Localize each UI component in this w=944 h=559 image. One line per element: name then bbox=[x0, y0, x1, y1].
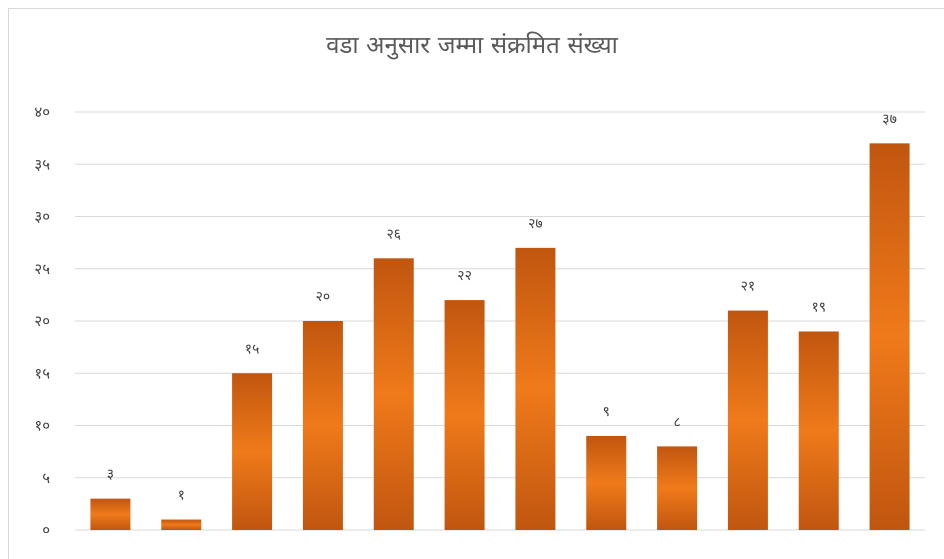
bar-value-label: १५ bbox=[245, 341, 260, 357]
bar-value-label: ३ bbox=[107, 467, 114, 483]
y-tick-label: ० bbox=[42, 521, 50, 539]
bar-value-label: १९ bbox=[811, 299, 826, 315]
bar-value-label: ३७ bbox=[882, 111, 897, 127]
bar bbox=[161, 519, 202, 530]
bar-value-label: ९ bbox=[603, 404, 610, 420]
chart-title: वडा अनुसार जम्मा संक्रमित संख्या bbox=[326, 31, 618, 59]
bar-value-label: २१ bbox=[741, 279, 756, 295]
bar-value-label: २० bbox=[316, 289, 331, 305]
bar bbox=[869, 143, 910, 530]
gridlines bbox=[75, 111, 925, 531]
data-labels: ३ १ १५ २० २६ २२ २७ ९ ८ २१ १९ ३७ bbox=[107, 111, 897, 503]
bar bbox=[657, 446, 698, 530]
y-tick-label: १५ bbox=[34, 364, 50, 382]
bar bbox=[727, 310, 768, 530]
y-tick-label: ३५ bbox=[34, 155, 50, 173]
bar bbox=[586, 435, 627, 530]
bar bbox=[232, 373, 273, 530]
bar bbox=[373, 258, 414, 530]
y-tick-label: ५ bbox=[42, 469, 50, 487]
y-tick-label: १० bbox=[34, 417, 50, 435]
y-tick-label: ३० bbox=[34, 208, 50, 226]
bar-value-label: १ bbox=[178, 488, 185, 504]
bar bbox=[444, 300, 485, 530]
y-tick-label: २० bbox=[34, 312, 50, 330]
bar bbox=[90, 498, 131, 530]
bars bbox=[90, 143, 910, 530]
bar-value-label: ८ bbox=[673, 414, 680, 430]
bar bbox=[798, 331, 839, 530]
bar bbox=[302, 321, 343, 530]
bar-value-label: २२ bbox=[457, 268, 472, 284]
bar-value-label: २६ bbox=[386, 226, 401, 242]
bar-value-label: २७ bbox=[528, 216, 543, 232]
y-axis-tick-labels: ० ५ १० १५ २० २५ ३० ३५ ४० bbox=[34, 103, 50, 539]
bar bbox=[515, 247, 556, 530]
y-tick-label: २५ bbox=[34, 260, 50, 278]
y-tick-label: ४० bbox=[34, 103, 50, 121]
